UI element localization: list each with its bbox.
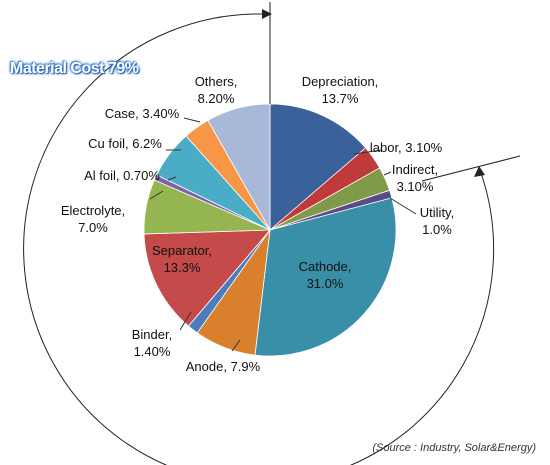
slice-label-12: Others, 8.20% (195, 74, 238, 106)
pie-slice-7 (143, 229, 271, 327)
leader-line-11 (183, 117, 201, 123)
slice-label-11: Case, 3.40% (105, 106, 180, 121)
slice-label-3: Utility, 1.0% (420, 205, 454, 237)
pie-slice-0 (269, 103, 367, 231)
slice-labels: Depreciation, 13.7% labor, 3.10% Indirect, 3… (61, 74, 454, 374)
material-cost-bracket (23, 2, 521, 465)
material-cost-arc (23, 13, 495, 465)
leader-line-2 (383, 171, 392, 176)
slice-label-8: Electrolyte, 7.0% (61, 203, 125, 235)
slice-label-7: Separator, 13.3% (152, 243, 212, 275)
leader-line-8 (149, 190, 164, 200)
pie-slice-12 (207, 103, 271, 232)
bracket-end-line (421, 155, 521, 182)
leader-line-3 (389, 197, 417, 215)
leader-lines (149, 117, 417, 352)
slice-label-4: Cathode, 31.0% (299, 259, 352, 291)
slice-label-2: Indirect, 3.10% (392, 162, 438, 194)
material-cost-label: Material Cost 79% (10, 60, 139, 77)
leader-line-9 (167, 176, 177, 181)
arrowhead-top (262, 9, 272, 19)
arrowhead-right (474, 166, 485, 177)
source-note: (Source : Industry, Solar&Energy) (372, 442, 536, 454)
slice-label-6: Binder, 1.40% (132, 327, 172, 359)
slice-label-9: Al foil, 0.70% (84, 168, 160, 183)
slice-label-5: Anode, 7.9% (186, 359, 261, 374)
pie-slices (143, 103, 397, 357)
slice-label-10: Cu foil, 6.2% (88, 136, 162, 151)
slice-label-0: Depreciation, 13.7% (302, 74, 379, 106)
pie-slice-4 (254, 197, 397, 357)
leader-line-1 (353, 149, 383, 155)
leader-line-5 (231, 339, 241, 352)
leader-line-6 (179, 311, 192, 331)
slice-label-1: labor, 3.10% (370, 140, 443, 155)
